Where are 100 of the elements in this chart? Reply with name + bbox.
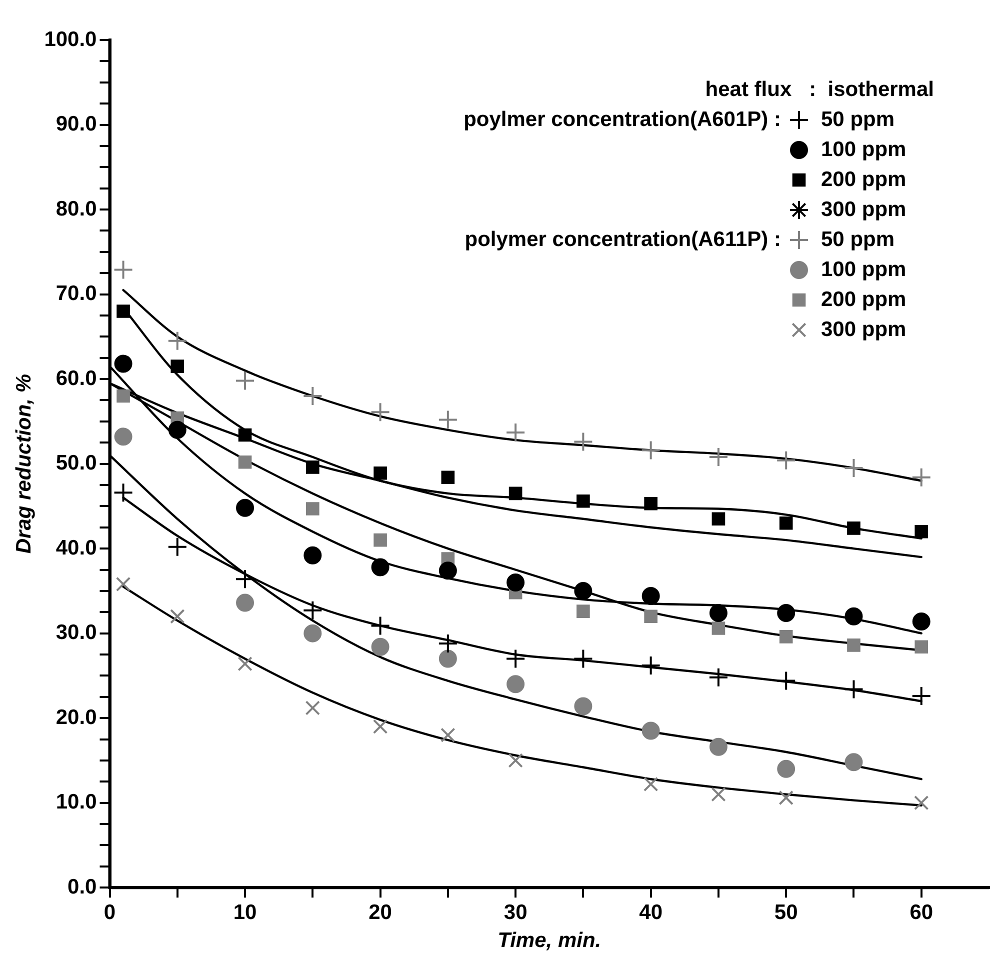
point <box>640 440 661 460</box>
point <box>508 753 523 768</box>
point <box>914 524 928 538</box>
point <box>573 432 594 452</box>
point <box>712 622 726 635</box>
point <box>236 498 254 517</box>
point <box>844 679 864 700</box>
point <box>777 604 796 622</box>
point <box>116 304 130 318</box>
y-tick-label: 40.0 <box>56 536 97 560</box>
point <box>574 582 592 600</box>
point <box>306 502 320 516</box>
point <box>506 675 525 694</box>
point <box>438 633 458 654</box>
point <box>644 496 658 510</box>
point <box>914 640 928 654</box>
point <box>709 604 728 622</box>
x-tick-label: 10 <box>233 900 257 924</box>
point <box>574 697 592 716</box>
point <box>643 776 658 792</box>
point <box>370 616 390 636</box>
point <box>576 604 590 618</box>
legend-label: 50 ppm <box>821 108 895 131</box>
point <box>844 753 863 772</box>
point <box>372 719 388 734</box>
point <box>847 522 860 535</box>
point <box>912 612 930 630</box>
point <box>302 600 323 620</box>
x-axis-title: Time, min. <box>498 929 602 952</box>
point <box>506 573 525 592</box>
point <box>711 787 726 802</box>
point <box>776 450 796 470</box>
point <box>235 370 256 391</box>
point <box>371 558 390 576</box>
legend-label: 100 ppm <box>821 138 906 161</box>
line-series <box>122 586 922 806</box>
x-tick-label: 0 <box>104 900 116 924</box>
point <box>304 546 322 564</box>
point <box>438 410 458 430</box>
point <box>371 638 390 656</box>
point <box>374 533 387 547</box>
y-tick-label: 0.0 <box>68 875 97 898</box>
point <box>440 728 456 742</box>
point <box>304 624 322 642</box>
point <box>302 386 323 406</box>
point <box>238 428 252 442</box>
y-axis-title: Drag reduction, % <box>12 374 36 554</box>
point <box>441 470 455 484</box>
annotation: poylmer concentration(A601P) : <box>464 108 781 131</box>
point <box>114 428 132 446</box>
y-tick-label: 90.0 <box>56 112 97 136</box>
y-tick-label: 80.0 <box>56 197 97 220</box>
point <box>438 562 457 580</box>
point <box>778 790 794 806</box>
y-tick-label: 100.0 <box>44 28 97 51</box>
legend-label: 200 ppm <box>821 288 906 311</box>
y-tick-label: 10.0 <box>56 790 97 814</box>
point <box>167 330 188 351</box>
point <box>914 795 929 810</box>
point <box>170 609 185 624</box>
y-tick-label: 60.0 <box>56 366 97 390</box>
point <box>305 700 320 716</box>
point <box>238 455 252 469</box>
point <box>113 260 134 280</box>
point <box>844 458 864 478</box>
legend-label: 50 ppm <box>821 228 895 251</box>
point <box>779 630 793 644</box>
y-tick-label: 30.0 <box>56 621 97 644</box>
point <box>847 638 860 652</box>
point <box>708 667 728 688</box>
point <box>642 722 660 740</box>
point <box>709 738 728 756</box>
y-tick-label: 20.0 <box>56 706 97 729</box>
point <box>374 466 387 480</box>
x-tick-label: 40 <box>639 900 663 924</box>
point <box>236 594 254 612</box>
y-tick-label: 70.0 <box>56 282 97 306</box>
y-tick-label: 50.0 <box>56 452 97 475</box>
x-tick-label: 50 <box>774 900 798 924</box>
point <box>306 460 320 474</box>
point <box>438 650 457 668</box>
point <box>708 447 728 468</box>
point <box>777 760 796 778</box>
point <box>508 486 522 500</box>
point <box>170 360 184 373</box>
point <box>116 576 131 592</box>
legend-title: heat flux : isothermal <box>705 78 934 101</box>
x-tick-label: 60 <box>910 900 934 924</box>
point <box>911 467 932 488</box>
point <box>370 402 390 422</box>
point <box>238 656 252 672</box>
point <box>114 354 132 373</box>
point <box>640 656 661 676</box>
annotation: polymer concentration(A611P) : <box>464 228 781 251</box>
point <box>844 607 863 626</box>
point <box>779 516 793 530</box>
legend-label: 300 ppm <box>821 198 906 221</box>
point <box>573 648 594 669</box>
point <box>167 536 188 557</box>
point <box>712 512 726 526</box>
